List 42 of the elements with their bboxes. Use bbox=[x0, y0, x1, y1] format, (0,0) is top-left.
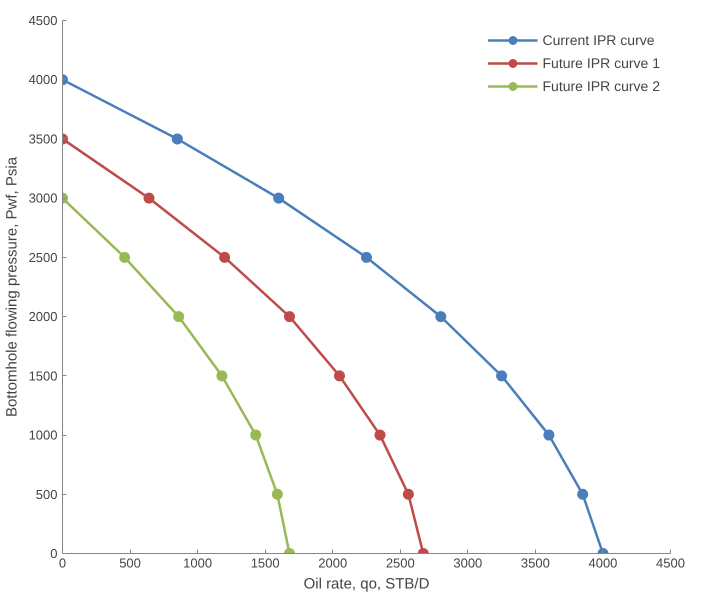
y-tick-label: 3000 bbox=[28, 190, 58, 206]
x-tick-label: 1000 bbox=[183, 556, 212, 570]
point bbox=[284, 311, 295, 322]
x-tick-label: 2500 bbox=[386, 556, 415, 570]
legend-label: Future IPR curve 2 bbox=[542, 78, 660, 94]
x-tick-label: 2000 bbox=[318, 556, 348, 570]
x-tick-label: 500 bbox=[119, 556, 141, 570]
legend-label: Future IPR curve 1 bbox=[542, 55, 660, 71]
point bbox=[143, 192, 154, 204]
y-tick-label: 2500 bbox=[28, 250, 58, 265]
point bbox=[273, 192, 284, 204]
point bbox=[272, 488, 283, 500]
point bbox=[119, 252, 130, 263]
point bbox=[374, 430, 386, 441]
point bbox=[435, 311, 446, 322]
x-tick-label: 3000 bbox=[453, 556, 482, 570]
point bbox=[543, 430, 554, 441]
point bbox=[496, 370, 508, 382]
y-tick-label: 1000 bbox=[28, 428, 58, 443]
y-tick-label: 3500 bbox=[28, 131, 58, 146]
y-tick-label: 4000 bbox=[28, 72, 58, 88]
point bbox=[172, 133, 183, 144]
point bbox=[402, 488, 414, 500]
point bbox=[250, 430, 262, 441]
legend-label: Current IPR curve bbox=[542, 32, 655, 48]
point bbox=[173, 311, 184, 322]
point bbox=[334, 370, 345, 382]
x-tick-label: 3500 bbox=[520, 556, 550, 570]
y-tick-label: 0 bbox=[50, 546, 58, 561]
point bbox=[219, 252, 230, 263]
x-tick-label: 1500 bbox=[250, 556, 280, 570]
point bbox=[361, 252, 372, 263]
y-tick-label: 4500 bbox=[28, 13, 58, 28]
y-tick-label: 500 bbox=[36, 486, 58, 502]
x-tick-label: 4000 bbox=[588, 556, 618, 570]
x-axis-title: Oil rate, qo, STB/D bbox=[304, 576, 430, 592]
x-tick-label: 4500 bbox=[656, 556, 685, 570]
point bbox=[577, 488, 588, 500]
y-axis-title: Bottomhole flowing pressure, Pwf, Psia bbox=[4, 156, 21, 418]
y-tick-label: 2000 bbox=[28, 309, 58, 324]
point bbox=[216, 370, 228, 382]
y-tick-label: 1500 bbox=[28, 368, 58, 384]
